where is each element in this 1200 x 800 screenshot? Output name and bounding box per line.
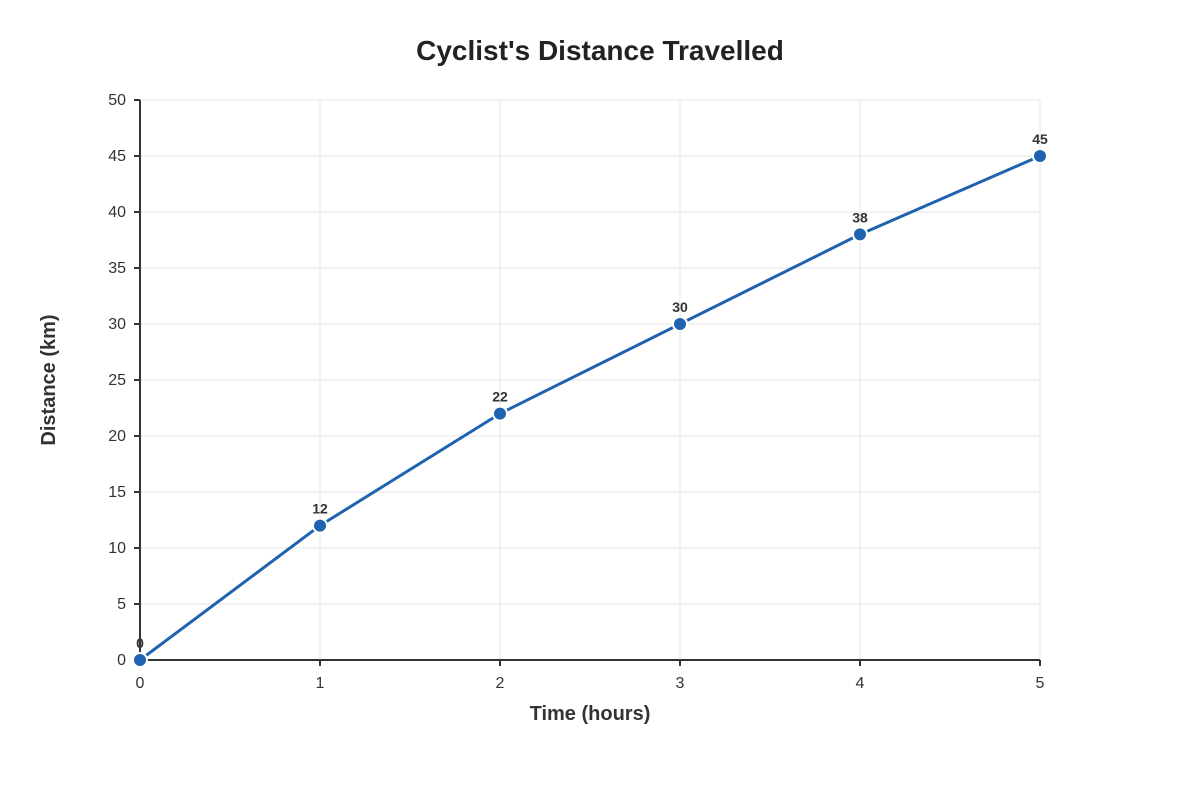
- x-tick-label-2: 2: [496, 675, 505, 692]
- x-tick-label-1: 1: [316, 675, 325, 692]
- data-label-2: 22: [492, 389, 508, 405]
- series-line-0: [139, 154, 1041, 662]
- data-point-0: [132, 652, 148, 668]
- x-tick-label-4: 4: [856, 675, 865, 692]
- series: [132, 148, 1048, 668]
- y-tick-label-8: 40: [108, 204, 126, 221]
- chart-title: Cyclist's Distance Travelled: [416, 35, 784, 66]
- x-tick-label-0: 0: [136, 675, 145, 692]
- y-tick-label-9: 45: [108, 148, 126, 165]
- grid: [139, 99, 1041, 661]
- data-point-5: [1032, 148, 1048, 164]
- data-label-1: 12: [312, 501, 328, 517]
- data-point-3: [672, 316, 688, 332]
- x-tick-label-5: 5: [1036, 675, 1045, 692]
- y-tick-label-10: 50: [108, 92, 126, 109]
- y-tick-label-4: 20: [108, 428, 126, 445]
- x-tick-label-3: 3: [676, 675, 685, 692]
- x-axis-title: Time (hours): [530, 703, 651, 725]
- data-label-4: 38: [852, 209, 868, 225]
- y-tick-label-2: 10: [108, 540, 126, 557]
- y-tick-label-1: 5: [117, 596, 126, 613]
- data-label-3: 30: [672, 299, 688, 315]
- y-axis-title: Distance (km): [38, 314, 60, 445]
- data-point-1: [312, 517, 328, 534]
- data-label-0: 0: [136, 635, 144, 651]
- y-tick-label-5: 25: [108, 372, 126, 389]
- y-tick-label-3: 15: [108, 484, 126, 501]
- y-tick-label-0: 0: [117, 652, 126, 669]
- data-point-4: [852, 226, 868, 243]
- data-labels: 0 12 22 30 38 45: [136, 131, 1048, 651]
- data-label-5: 45: [1032, 131, 1048, 147]
- y-tick-label-6: 30: [108, 316, 126, 333]
- y-tick-label-7: 35: [108, 260, 126, 277]
- data-point-2: [492, 405, 508, 422]
